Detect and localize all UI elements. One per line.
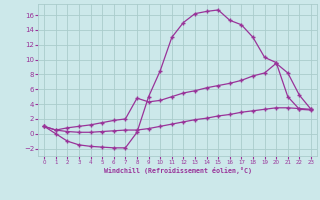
X-axis label: Windchill (Refroidissement éolien,°C): Windchill (Refroidissement éolien,°C) — [104, 167, 252, 174]
